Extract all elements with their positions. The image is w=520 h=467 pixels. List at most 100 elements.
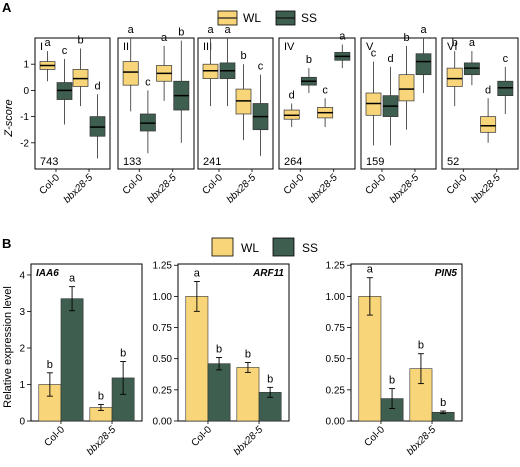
legend-b-wl-label: WL: [241, 241, 259, 255]
bar: [60, 298, 84, 422]
facet-frame: [117, 37, 195, 170]
y-tick-label: 0.50: [153, 354, 173, 365]
significance-letter: c: [371, 48, 377, 60]
gene-count-label: 264: [284, 156, 302, 168]
cluster-label: I: [40, 41, 43, 53]
y-tick-label: 1.00: [326, 292, 346, 303]
significance-letter: a: [194, 267, 201, 279]
significance-letter: b: [47, 359, 53, 371]
y-tick-label: 1.00: [153, 292, 173, 303]
y-tick-label: -2: [20, 138, 29, 149]
box-iqr: [415, 53, 432, 76]
y-tick-label: 0: [23, 86, 29, 97]
x-tick-label: Col-0: [121, 172, 146, 197]
x-tick-label: Col-0: [189, 424, 214, 449]
legend-b-ss-swatch: [272, 237, 295, 257]
significance-letter: b: [389, 375, 395, 387]
x-tick-label: Col-0: [37, 172, 62, 197]
significance-letter: a: [224, 24, 231, 36]
facet-frame: [34, 37, 111, 170]
box-ss: a: [463, 37, 480, 86]
facet-frame: [441, 37, 519, 170]
bar: [185, 296, 209, 422]
x-tick-label: bbx28-5: [146, 172, 180, 206]
x-tick-label: Col-0: [200, 172, 225, 197]
x-tick-label: bbx28-5: [307, 172, 341, 206]
y-tick-label: 0.50: [326, 354, 346, 365]
box-ss: d: [89, 80, 106, 159]
significance-letter: b: [98, 391, 104, 403]
panel-a-letter: A: [2, 0, 12, 15]
significance-letter: b: [77, 34, 83, 46]
box-wl: c: [365, 48, 382, 146]
box-ss: b: [173, 27, 190, 143]
significance-letter: b: [240, 50, 246, 62]
significance-letter: b: [216, 343, 222, 355]
x-tick-label: Col-0: [362, 424, 387, 449]
x-tick-label: bbx28-5: [225, 172, 259, 206]
legend-a-ss-label: SS: [301, 11, 317, 25]
box-wl: d: [480, 84, 497, 143]
bar-ss: b: [258, 373, 282, 422]
x-tick-label: Col-0: [363, 172, 388, 197]
box-iqr: [122, 61, 139, 86]
gene-label: ARF11: [252, 268, 284, 279]
gene-count-label: 133: [123, 156, 141, 168]
significance-letter: b: [440, 397, 446, 409]
box-iqr: [480, 116, 497, 133]
gene-count-label: 52: [447, 156, 459, 168]
y-tick-label: 0: [19, 417, 25, 428]
bar-ss: b: [207, 343, 231, 422]
box-ss: d: [382, 53, 399, 146]
box-ss: a: [415, 24, 432, 94]
facet-pin5: PIN5 0.00 0.25 0.50 0.75 1.00 1.25 a b b b Col-0 bbx…: [326, 261, 463, 458]
box-wl: a: [202, 24, 219, 107]
box-ss: c: [252, 61, 269, 156]
x-tick-label: bbx28-5: [470, 172, 504, 206]
box-wl: a: [39, 37, 56, 82]
legend-a-wl-label: WL: [243, 11, 261, 25]
bar: [236, 367, 260, 422]
cluster-label: II: [123, 41, 129, 53]
box-wl: c: [317, 84, 334, 128]
y-tick-label: -1: [20, 112, 29, 123]
bar-wl: a: [185, 267, 209, 422]
y-tick-label: 1: [19, 380, 25, 391]
significance-letter: d: [289, 90, 295, 102]
y-tick-label: 0.00: [326, 417, 346, 428]
bar-wl: b: [409, 340, 433, 422]
facet-frame: [350, 263, 463, 422]
box-iqr: [446, 67, 463, 87]
box-wl: b: [72, 34, 89, 107]
box-wl: a: [156, 32, 173, 101]
y-tick-label: 2: [19, 343, 25, 354]
significance-letter: a: [207, 24, 214, 36]
significance-letter: b: [245, 348, 251, 360]
significance-letter: a: [367, 264, 374, 276]
bar-wl: b: [38, 359, 62, 422]
box-wl: b: [235, 50, 252, 141]
significance-letter: a: [420, 24, 427, 36]
x-tick-label: bbx28-5: [62, 172, 96, 206]
significance-letter: d: [387, 53, 393, 65]
significance-letter: d: [485, 84, 491, 96]
y-tick-label: 4: [19, 270, 25, 281]
significance-letter: b: [120, 347, 126, 359]
y-tick-label: 0.75: [326, 323, 346, 334]
significance-letter: a: [469, 37, 476, 49]
cluster-label: III: [203, 41, 212, 53]
gene-label: PIN5: [435, 268, 458, 279]
facet-frame: [360, 37, 437, 170]
significance-letter: b: [418, 340, 424, 352]
y-tick-label: 0.25: [153, 385, 173, 396]
box-wl: b: [446, 37, 463, 107]
bar-wl: a: [358, 264, 382, 422]
facet-i: I 743 acb d Col-0 bbx28-5: [34, 34, 111, 206]
gene-count-label: 159: [366, 156, 384, 168]
facet-frame: [30, 263, 143, 422]
facet-frame: [197, 37, 274, 170]
facet-arf11: ARF11 0.00 0.25 0.50 0.75 1.00 1.25 a b b b Col-0 bb…: [153, 261, 290, 458]
y-tick-label: 1.25: [153, 261, 173, 272]
